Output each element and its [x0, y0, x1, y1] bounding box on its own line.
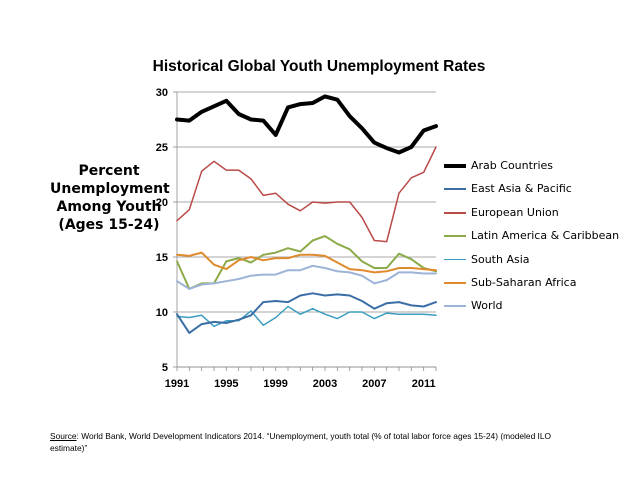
y-axis-label-line: Unemployment: [50, 181, 170, 197]
series-line-latin-america-caribbean: [176, 235, 437, 290]
legend-swatch: [444, 164, 466, 168]
x-tick-label: 2011: [412, 378, 436, 390]
legend-label: Sub-Saharan Africa: [471, 275, 577, 289]
y-tick-label: 5: [162, 362, 168, 374]
legend-label: European Union: [471, 205, 559, 219]
y-tick-label: 10: [156, 307, 168, 319]
legend-swatch: [444, 258, 466, 261]
x-tick-label: 2007: [362, 378, 386, 390]
y-tick-label: 20: [156, 197, 168, 209]
legend-label: World: [471, 299, 503, 313]
y-axis-label-line: Among Youth: [56, 199, 162, 215]
legend-label: Arab Countries: [471, 159, 554, 172]
series-line-sub-saharan-africa: [176, 251, 437, 274]
series-line-arab-countries: [175, 94, 438, 155]
legend-swatch: [444, 305, 466, 308]
source-text: : World Bank, World Development Indicato…: [50, 431, 552, 453]
legend-item: Latin America & Caribbean: [444, 226, 634, 249]
y-axis-label: Percent Unemployment Among Youth (Ages 1…: [50, 162, 170, 234]
source-label: Source: [50, 431, 77, 441]
legend-label: Latin America & Caribbean: [471, 229, 620, 243]
legend-item: European Union: [444, 203, 634, 226]
x-tick-label: 1995: [214, 378, 238, 390]
legend-swatch: [444, 188, 466, 191]
series-line-south-asia: [176, 305, 437, 328]
source-note: Source: World Bank, World Development In…: [50, 430, 570, 454]
y-axis-label-line: Percent: [78, 163, 140, 179]
x-tick-label: 1999: [263, 378, 287, 390]
chart-title: Historical Global Youth Unemployment Rat…: [152, 58, 486, 75]
legend-item: Arab Countries: [444, 156, 634, 179]
legend-item: World: [444, 296, 634, 319]
legend-label: South Asia: [471, 252, 530, 266]
y-tick-label: 25: [156, 142, 168, 154]
y-axis-label-line: (Ages 15-24): [58, 217, 160, 233]
legend: Arab Countries East Asia & Pacific Europ…: [444, 156, 634, 320]
series-line-european-union: [176, 146, 437, 243]
x-tick-label: 1991: [165, 378, 189, 390]
series-line-world: [176, 264, 437, 290]
legend-swatch: [444, 235, 466, 238]
legend-item: East Asia & Pacific: [444, 179, 634, 202]
legend-swatch: [444, 281, 466, 284]
legend-label: East Asia & Pacific: [471, 182, 572, 196]
y-tick-label: 15: [156, 252, 168, 264]
legend-item: Sub-Saharan Africa: [444, 273, 634, 296]
legend-swatch: [444, 212, 466, 214]
y-tick-label: 30: [156, 87, 168, 99]
series-line-east-asia-pacific: [176, 292, 437, 334]
legend-item: South Asia: [444, 250, 634, 273]
x-tick-label: 2003: [313, 378, 337, 390]
